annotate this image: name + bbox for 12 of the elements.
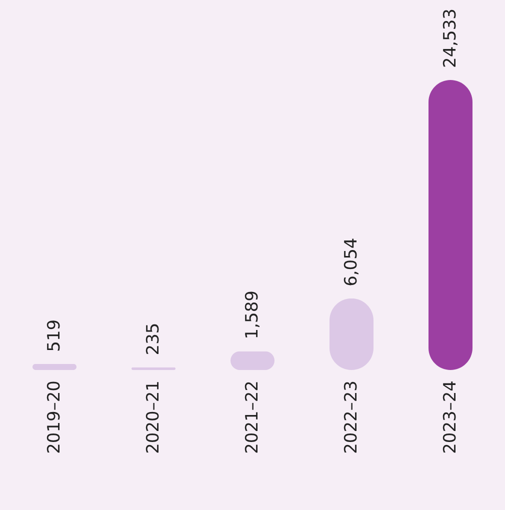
x-tick-label: 2019–20 — [44, 380, 64, 454]
data-label: 1,589 — [242, 290, 262, 340]
data-label: 24,533 — [440, 8, 460, 68]
x-tick-label: 2023–24 — [440, 380, 460, 454]
data-label: 235 — [144, 322, 164, 356]
data-label: 6,054 — [342, 238, 362, 286]
x-tick-label: 2022–23 — [342, 380, 362, 454]
x-tick-label: 2020–21 — [144, 380, 164, 454]
bar — [428, 80, 472, 370]
data-label: 519 — [44, 319, 64, 352]
bar — [32, 364, 76, 370]
x-tick-label: 2021–22 — [242, 380, 262, 454]
